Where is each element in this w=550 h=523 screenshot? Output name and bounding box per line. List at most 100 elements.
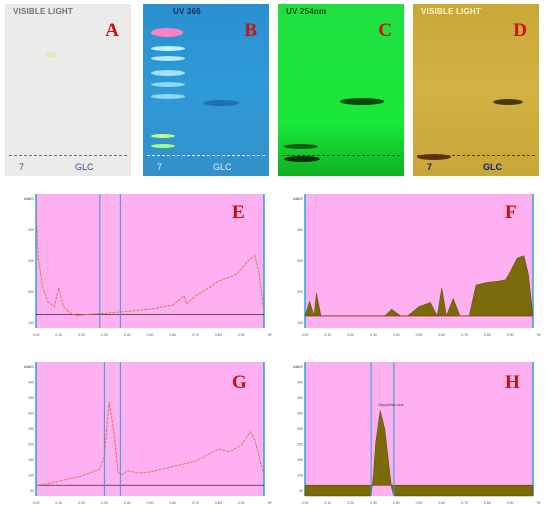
y-tick-label: 300 xyxy=(28,259,34,263)
x-tick-label: 0.70 xyxy=(461,333,468,337)
x-tick-label: 0.70 xyxy=(461,501,468,505)
panel-letter: G xyxy=(232,372,247,393)
x-tick-label: 0.40 xyxy=(124,333,131,337)
spot xyxy=(151,28,183,37)
y-tick-label: 200 xyxy=(28,443,34,447)
x-tick-label: 0.00 xyxy=(33,333,40,337)
y-unit-label: AU xyxy=(293,364,299,369)
y-tick-label: 100 xyxy=(28,474,34,478)
series-area xyxy=(304,255,534,317)
y-tick-label: 250 xyxy=(28,427,34,431)
x-tick-label: 0.10 xyxy=(324,501,331,505)
origin-line xyxy=(282,155,400,156)
spot xyxy=(417,154,451,160)
y-tick-label: 400 xyxy=(28,381,34,385)
spot xyxy=(45,52,57,57)
plot-area xyxy=(36,362,264,496)
x-tick-label: 0.60 xyxy=(438,333,445,337)
spot xyxy=(340,98,384,105)
x-unit-label: Rf xyxy=(537,333,541,337)
y-tick-label: 300 xyxy=(28,412,34,416)
densitogram-g: AU 500 400 350 300 250 200 150 100 50 0.00 0.10 0.20… xyxy=(14,358,276,513)
lane-label: 7 xyxy=(19,162,25,172)
plate-title: VISIBLE LIGHT xyxy=(13,7,73,16)
x-tick-label: 0.90 xyxy=(238,501,245,505)
spot xyxy=(284,156,320,162)
x-tick-label: 0.50 xyxy=(147,333,154,337)
origin-line xyxy=(147,155,265,156)
densitogram-e: AU 500 400 300 200 100 0.00 0.10 0.20 0.30 0.40 0.5… xyxy=(14,190,276,345)
panel-letter: B xyxy=(244,20,257,41)
panel-letter: H xyxy=(505,372,520,393)
x-tick-label: 0.10 xyxy=(324,333,331,337)
spot xyxy=(151,56,185,61)
tlc-plate-uv254-c: UV 254nm C xyxy=(278,4,404,176)
lane-label: GLC xyxy=(75,162,94,172)
x-tick-label: 0.40 xyxy=(124,501,131,505)
y-tick-label: 300 xyxy=(297,259,303,263)
spot xyxy=(284,144,318,149)
y-tick-label: 400 xyxy=(297,381,303,385)
panel-letter: E xyxy=(232,202,245,223)
y-tick-label: 100 xyxy=(297,321,303,325)
tlc-plate-uv366-b: UV 366 B 7 GLC xyxy=(143,4,269,176)
y-tick-label: 500 xyxy=(297,197,303,201)
x-tick-label: 0.90 xyxy=(507,501,514,505)
y-tick-label: 500 xyxy=(28,365,34,369)
densitogram-h: AU 500 400 350 300 250 200 150 100 50 0.00 0.10 0.20… xyxy=(283,358,545,513)
x-tick-label: 0.00 xyxy=(302,333,309,337)
x-tick-label: 0.00 xyxy=(33,501,40,505)
y-unit-label: AU xyxy=(293,196,299,201)
plot-area xyxy=(36,194,264,328)
y-tick-label: 300 xyxy=(297,412,303,416)
x-tick-label: 0.20 xyxy=(347,333,354,337)
series-line xyxy=(35,210,265,317)
peak-annotation: Glycyrrhizic acid xyxy=(378,403,404,407)
y-tick-label: 400 xyxy=(28,228,34,232)
x-tick-label: 0.00 xyxy=(302,501,309,505)
x-tick-label: 0.80 xyxy=(484,333,491,337)
spot xyxy=(493,99,523,105)
origin-line xyxy=(417,155,535,156)
x-tick-label: 0.20 xyxy=(347,501,354,505)
tlc-plate-visible-a: VISIBLE LIGHT A 7 GLC xyxy=(5,4,131,176)
x-tick-label: 0.50 xyxy=(416,501,423,505)
y-tick-label: 100 xyxy=(28,321,34,325)
y-tick-label: 200 xyxy=(297,443,303,447)
densitogram-f: AU 500 400 300 200 100 0.00 0.10 0.20 0.30 0.40 0.5… xyxy=(283,190,545,345)
x-tick-label: 0.30 xyxy=(370,501,377,505)
y-tick-label: 50 xyxy=(299,489,303,493)
x-unit-label: Rf xyxy=(268,501,272,505)
y-tick-label: 400 xyxy=(297,228,303,232)
x-tick-label: 0.30 xyxy=(370,333,377,337)
plot-area xyxy=(305,362,533,496)
y-tick-label: 250 xyxy=(297,427,303,431)
x-tick-label: 0.10 xyxy=(55,333,62,337)
y-tick-label: 500 xyxy=(297,365,303,369)
panel-letter: D xyxy=(513,20,527,41)
x-tick-label: 0.20 xyxy=(78,333,85,337)
y-unit-label: AU xyxy=(24,364,30,369)
y-tick-label: 50 xyxy=(30,489,34,493)
x-tick-label: 0.90 xyxy=(507,333,514,337)
y-tick-label: 500 xyxy=(28,197,34,201)
lane-label: GLC xyxy=(213,162,232,172)
y-tick-label: 200 xyxy=(28,290,34,294)
x-unit-label: Rf xyxy=(537,501,541,505)
spot xyxy=(203,100,239,106)
origin-line xyxy=(9,155,127,156)
y-unit-label: AU xyxy=(24,196,30,201)
x-tick-label: 0.30 xyxy=(101,501,108,505)
panel-letter: A xyxy=(105,20,119,41)
y-tick-label: 350 xyxy=(297,396,303,400)
panel-letter: C xyxy=(378,20,392,41)
y-tick-label: 150 xyxy=(297,458,303,462)
y-tick-label: 200 xyxy=(297,290,303,294)
lane-label: 7 xyxy=(427,162,433,172)
x-tick-label: 0.20 xyxy=(78,501,85,505)
spot xyxy=(151,82,185,87)
y-tick-label: 350 xyxy=(28,396,34,400)
